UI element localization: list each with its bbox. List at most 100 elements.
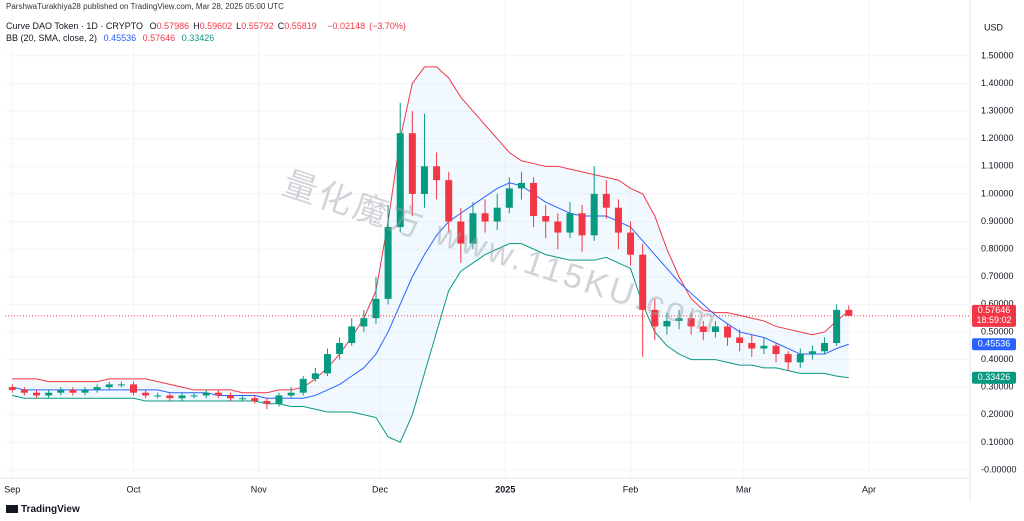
y-tick-label: 0.40000 (981, 354, 1014, 364)
candle-body (724, 326, 732, 338)
candle-body (263, 400, 271, 404)
y-tick-label: 0.80000 (981, 244, 1014, 254)
x-tick-label: Sep (4, 484, 20, 494)
candle-body (578, 213, 586, 236)
candle-body (517, 182, 525, 189)
candle-body (845, 309, 853, 316)
candle-body (226, 395, 234, 399)
currency: USD (984, 22, 1004, 32)
candle-body (772, 345, 780, 355)
candle-body (530, 182, 538, 217)
candle-body (239, 398, 247, 400)
indicator-row: BB (20, SMA, close, 2) 0.45536 0.57646 0… (6, 33, 218, 43)
candle-body (251, 398, 259, 401)
candle-body (372, 298, 380, 319)
price-box (972, 338, 1016, 351)
candle-body (833, 309, 841, 344)
candle-body (408, 133, 416, 194)
candle-body (166, 395, 174, 399)
candle-body (808, 351, 816, 355)
candle-body (57, 389, 65, 393)
candle-body (457, 221, 465, 244)
price-box-label: 0.57646 (978, 305, 1011, 315)
candle-body (760, 345, 768, 349)
band-line (12, 243, 849, 444)
candle-body (699, 326, 707, 332)
candle-body (748, 343, 756, 349)
y-tick-label: 1.10000 (981, 161, 1014, 171)
y-tick-label: 1.20000 (981, 133, 1014, 143)
candle-body (81, 389, 89, 393)
candle-body (445, 180, 453, 222)
price-box (972, 304, 1016, 327)
price-box (972, 371, 1016, 384)
candle-body (736, 337, 744, 344)
candle-body (602, 193, 610, 208)
candle-body (384, 227, 392, 299)
price-box-label: 0.33426 (978, 372, 1011, 382)
indicator: BB (20, SMA, close, 2) (6, 33, 98, 43)
candle-body (202, 392, 210, 396)
candle-body (639, 254, 647, 310)
x-tick-label: Nov (251, 484, 268, 494)
ohlc-letter: H (193, 21, 200, 31)
candle-body (590, 193, 598, 236)
candle-body (614, 207, 622, 233)
x-tick-label: Oct (126, 484, 141, 494)
candle-body (45, 392, 53, 396)
y-tick-label: -0.00000 (981, 464, 1017, 474)
candle-body (287, 392, 295, 396)
candle-body (554, 221, 562, 233)
candle-body (33, 392, 41, 396)
candle-body (8, 387, 16, 390)
x-tick-label: Mar (736, 484, 752, 494)
bb-lower-value: 0.33426 (181, 33, 215, 43)
price-box-label: 0.45536 (978, 339, 1011, 349)
candle-body (433, 166, 441, 181)
symbol: Curve DAO Token · 1D · CRYPTO (6, 21, 144, 31)
candle-body (178, 395, 186, 399)
symbol-row: Curve DAO Token · 1D · CRYPTO O0.57986 H0… (6, 21, 410, 31)
change: −0.02148 (327, 21, 366, 31)
candle-body (105, 384, 113, 388)
logo-icon (6, 505, 18, 514)
candle-body (336, 343, 344, 355)
x-tick-label: 2025 (495, 484, 515, 494)
y-tick-label: 1.30000 (981, 105, 1014, 115)
band-fill (12, 66, 849, 443)
x-tick-label: Apr (862, 484, 876, 494)
candle-body (675, 318, 683, 321)
ohlc-value: 0.55792 (241, 21, 274, 31)
y-tick-label: 0.10000 (981, 437, 1014, 447)
bb-basis-value: 0.45536 (103, 33, 137, 43)
y-tick-label: 0.30000 (981, 382, 1014, 392)
bb-upper-value: 0.57646 (142, 33, 176, 43)
ohlc-letter: C (277, 21, 285, 31)
candle-body (687, 318, 695, 327)
candle-body (711, 326, 719, 332)
y-tick-label: 1.50000 (981, 50, 1014, 60)
ohlc: O0.57986 H0.59602 L0.55792 C0.55819 (150, 21, 321, 31)
candle-body (154, 395, 162, 397)
candle-body (323, 354, 331, 374)
ohlc-value: 0.55819 (284, 21, 317, 31)
y-tick-label: 0.90000 (981, 216, 1014, 226)
candle-body (20, 389, 28, 393)
y-tick-label: 0.20000 (981, 409, 1014, 419)
candle-body (420, 166, 428, 194)
candle-body (505, 188, 513, 208)
candle-body (784, 354, 792, 363)
candle-body (117, 384, 125, 386)
y-tick-label: 0.50000 (981, 326, 1014, 336)
ohlc-value: 0.59602 (199, 21, 233, 31)
candle-body (93, 387, 101, 390)
publisher: ParshwaTurakhiya28 published on TradingV… (6, 2, 284, 11)
x-tick-label: Dec (372, 484, 389, 494)
candle-body (275, 395, 283, 404)
ohlc-letter: O (149, 21, 157, 31)
candle-body (821, 343, 829, 352)
y-tick-label: 0.70000 (981, 271, 1014, 281)
candle-body (190, 395, 198, 397)
